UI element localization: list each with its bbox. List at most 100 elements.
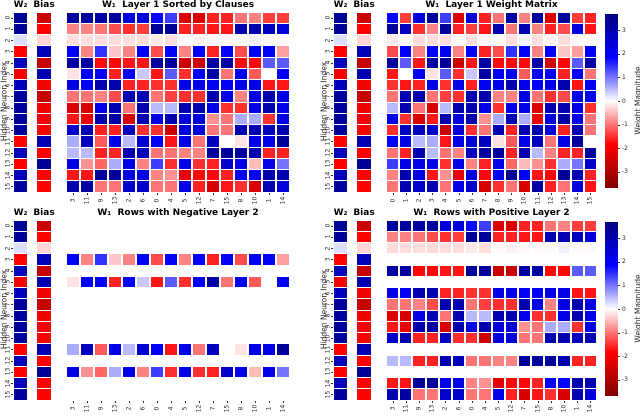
y-tick-mark <box>11 51 13 53</box>
w2-cell <box>14 333 27 344</box>
w1-heatmap-cell <box>109 46 121 57</box>
w1-heatmap-cell <box>277 158 289 169</box>
bias-cell <box>357 220 371 231</box>
w1-heatmap-cell <box>413 299 425 310</box>
w1-heatmap-cell <box>123 136 135 147</box>
w1-heatmap-cell <box>400 299 412 310</box>
w1-heatmap-cell <box>387 147 399 158</box>
x-tick-label: 9 <box>415 406 423 411</box>
x-tick-mark <box>550 401 552 403</box>
x-tick-mark <box>590 193 592 195</box>
w1-heatmap-cell <box>466 113 478 124</box>
w1-heatmap-cell <box>387 378 399 389</box>
w1-heatmap-cell <box>221 80 233 91</box>
x-tick-label: 13 <box>111 404 119 413</box>
w1-heatmap-cell <box>207 35 219 46</box>
x-tick-mark <box>129 401 130 403</box>
w1-heatmap-cell <box>505 181 517 192</box>
x-tick-mark <box>227 401 228 403</box>
w1-heatmap-cell <box>277 344 289 355</box>
bias-cell <box>357 355 371 366</box>
w1-heatmap-cell <box>571 23 583 34</box>
x-tick-mark <box>115 401 116 403</box>
panel-title: W₁ Rows with Negative Layer 2 <box>97 208 259 218</box>
w2-cell <box>334 136 347 147</box>
bias-cell <box>37 57 51 68</box>
w1-heatmap-cell <box>439 113 451 124</box>
w1-heatmap-cell <box>466 46 478 57</box>
w2-cell <box>14 299 27 310</box>
w1-heatmap-cell <box>221 366 233 377</box>
w1-heatmap-cell <box>532 68 544 79</box>
w2-cell <box>14 68 27 79</box>
w1-heatmap-cell <box>571 68 583 79</box>
w1-heatmap-cell <box>532 265 544 276</box>
w1-heatmap-cell <box>165 136 177 147</box>
w1-heatmap-cell <box>165 158 177 169</box>
bias-cell <box>37 113 51 124</box>
w1-heatmap-cell <box>387 310 399 321</box>
w1-heatmap-cell <box>95 12 107 23</box>
bias-cell <box>37 366 51 377</box>
w1-heatmap-cell <box>207 12 219 23</box>
w1-heatmap-cell <box>179 113 191 124</box>
w1-heatmap-cell <box>123 102 135 113</box>
y-tick-label: 10 <box>4 126 12 134</box>
w1-heatmap-cell <box>532 136 544 147</box>
bias-cell <box>37 91 51 102</box>
w1-heatmap-cell <box>263 344 275 355</box>
w1-heatmap-cell <box>492 158 504 169</box>
panel-title: W₁ Layer 1 Weight Matrix <box>425 0 558 10</box>
colorbar-tick-label: 0 <box>622 97 626 105</box>
w1-heatmap-cell <box>452 125 465 136</box>
y-tick-mark <box>331 394 333 396</box>
w1-heatmap-cell <box>193 46 205 57</box>
w1-heatmap-cell <box>249 158 261 169</box>
w1-heatmap-cell <box>137 147 149 158</box>
w1-heatmap-cell <box>479 288 491 299</box>
w1-heatmap-cell <box>439 220 451 231</box>
w1-heatmap-cell <box>452 35 465 46</box>
w1-heatmap-cell <box>123 91 135 102</box>
w1-heatmap-cell <box>387 243 399 254</box>
w1-heatmap-cell <box>221 136 233 147</box>
w2-cell <box>334 125 347 136</box>
w1-heatmap-cell <box>545 57 557 68</box>
w1-heatmap-cell <box>400 378 412 389</box>
w1-heatmap-cell <box>67 170 79 181</box>
w1-heatmap-cell <box>558 220 570 231</box>
w1-heatmap-cell <box>466 158 478 169</box>
y-tick-label: 6 <box>324 291 332 296</box>
y-tick-mark <box>11 96 13 98</box>
w1-heatmap-cell <box>400 181 412 192</box>
w1-heatmap-cell <box>439 147 451 158</box>
w1-heatmap-cell <box>235 366 247 377</box>
w1-heatmap-cell <box>479 389 491 400</box>
w1-heatmap-cell <box>518 147 531 158</box>
w1-heatmap-cell <box>137 46 149 57</box>
w1-heatmap-cell <box>81 12 93 23</box>
x-tick-label: 9 <box>97 406 105 411</box>
w1-heatmap-cell <box>426 231 438 242</box>
w2-cell <box>14 321 27 332</box>
y-tick-mark <box>331 118 333 120</box>
w1-heatmap-cell <box>558 389 570 400</box>
w1-heatmap-cell <box>263 181 275 192</box>
w1-heatmap-cell <box>151 23 163 34</box>
w1-heatmap-cell <box>81 181 93 192</box>
x-tick-label: 13 <box>560 196 568 205</box>
w1-heatmap-cell <box>81 113 93 124</box>
w1-heatmap-cell <box>123 254 135 265</box>
w2-cell <box>14 35 27 46</box>
w1-heatmap-cell <box>518 389 531 400</box>
w1-heatmap-cell <box>277 46 289 57</box>
w1-heatmap-cell <box>505 80 517 91</box>
colorbar-tick-mark <box>618 261 620 263</box>
w1-heatmap-cell <box>109 366 121 377</box>
w1-heatmap-cell <box>249 276 261 287</box>
w1-heatmap-cell <box>123 35 135 46</box>
bias-cell <box>357 125 371 136</box>
w1-heatmap-cell <box>165 23 177 34</box>
w1-heatmap-cell <box>67 158 79 169</box>
w1-heatmap-cell <box>277 254 289 265</box>
